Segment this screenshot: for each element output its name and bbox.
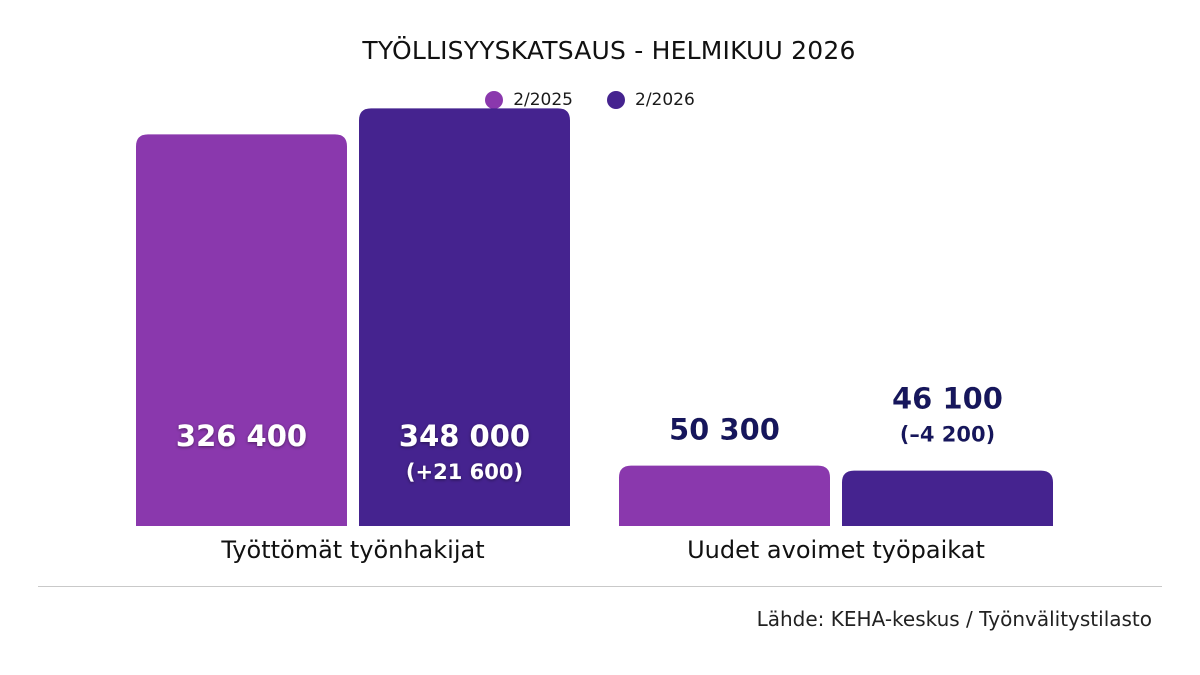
value-label-unemployed-2025: 326 400 — [176, 419, 307, 453]
legend-label-2026: 2/2026 — [635, 90, 695, 110]
value-label-unemployed-2026: 348 000 — [399, 419, 530, 453]
category-label-vacancies: Uudet avoimet työpaikat — [687, 536, 985, 564]
legend: 2/2025 2/2026 — [0, 90, 1180, 110]
legend-item-2026: 2/2026 — [607, 90, 695, 110]
bar-vacancies-2025 — [619, 465, 830, 526]
bar-unemployed-2025 — [136, 134, 347, 526]
legend-item-2025: 2/2025 — [485, 90, 573, 110]
bar-unemployed-2026 — [359, 108, 570, 527]
bar-vacancies-2026 — [842, 470, 1053, 526]
divider — [38, 586, 1162, 587]
legend-label-2025: 2/2025 — [513, 90, 573, 110]
change-label-vacancies-2026: (–4 200) — [900, 423, 995, 447]
legend-swatch-2026 — [607, 91, 625, 109]
source-note: Lähde: KEHA-keskus / Työnvälitystilasto — [756, 607, 1152, 631]
change-label-unemployed-2026: (+21 600) — [406, 460, 523, 484]
legend-swatch-2025 — [485, 91, 504, 109]
category-label-unemployed: Työttömät työnhakijat — [221, 536, 485, 564]
value-label-vacancies-2026: 46 100 — [892, 382, 1003, 416]
chart-title: TYÖLLISYYSKATSAUS - HELMIKUU 2026 — [362, 36, 856, 65]
value-label-vacancies-2025: 50 300 — [669, 413, 780, 447]
